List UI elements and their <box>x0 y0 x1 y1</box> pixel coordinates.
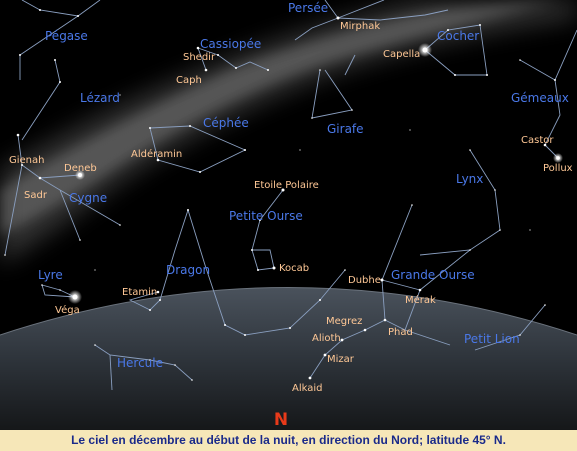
label-alioth: Alioth <box>312 333 341 344</box>
horizon-ground <box>0 287 577 430</box>
star-gienah <box>16 133 20 137</box>
label-mizar: Mizar <box>327 354 355 365</box>
label-pegase: Pégase <box>45 29 88 43</box>
label-dragon: Dragon <box>166 263 210 277</box>
star-deneb <box>78 173 82 177</box>
star-pollux <box>556 156 560 160</box>
star-alderamin <box>156 158 160 162</box>
star-etamin <box>156 290 160 294</box>
label-alderamin: Aldéramin <box>131 148 182 160</box>
background-stars <box>4 9 556 381</box>
label-petit-lion: Petit Lion <box>464 332 520 346</box>
caph-line <box>197 47 207 71</box>
label-gemeaux: Gémeaux <box>511 91 569 105</box>
north-marker: N <box>274 410 288 430</box>
label-vega: Véga <box>55 304 80 316</box>
milky-way <box>0 0 577 265</box>
label-lyre: Lyre <box>38 268 63 282</box>
horizon-line <box>0 287 577 336</box>
label-cygne: Cygne <box>69 191 107 205</box>
star-mizar <box>323 353 327 357</box>
star-castor <box>543 143 547 147</box>
star-alioth <box>340 338 344 342</box>
label-cassiopee: Cassiopée <box>200 37 261 51</box>
label-lynx: Lynx <box>456 172 483 186</box>
star-mirphak <box>336 16 340 20</box>
label-hercule: Hercule <box>117 356 163 370</box>
label-kocab: Kocab <box>279 263 309 274</box>
grande-ourse-lines-4 <box>404 329 451 346</box>
star-vega <box>72 294 78 300</box>
label-shedir: Shedir <box>183 52 216 63</box>
cygne-lines-3 <box>59 189 121 226</box>
pegase-lines <box>21 0 101 17</box>
label-grande-ourse: Grande Ourse <box>391 268 475 282</box>
cygne-lines-4 <box>4 164 23 256</box>
persee-lines-3 <box>337 9 449 21</box>
dragon-lines <box>128 209 189 311</box>
constellation-labels: Pégase Persée Cassiopée Cocher Lézard Cé… <box>38 1 569 370</box>
persee-lines-2 <box>294 17 339 41</box>
gemeaux-lines <box>544 29 577 159</box>
girafe-lines-2 <box>344 54 356 76</box>
label-alkaid: Alkaid <box>292 383 323 394</box>
label-lezard: Lézard <box>80 91 120 105</box>
label-deneb: Deneb <box>64 163 97 174</box>
label-dubhe: Dubhe <box>348 275 381 286</box>
label-girafe: Girafe <box>327 122 364 136</box>
grande-ourse-lines-3 <box>419 249 471 291</box>
label-capella: Capella <box>383 49 420 60</box>
girafe-lines <box>311 69 353 119</box>
caption: Le ciel en décembre au début de la nuit,… <box>0 430 577 451</box>
label-cephee: Céphée <box>203 116 249 130</box>
named-stars <box>16 16 563 380</box>
star-dubhe <box>380 278 384 282</box>
hercule-lines-2 <box>109 354 113 391</box>
label-sadr: Sadr <box>24 190 48 201</box>
star-shedir <box>196 46 200 50</box>
label-merak: Mérak <box>405 294 436 306</box>
star-labels: Mirphak Capella Shedir Caph Aldéramin Ca… <box>9 21 573 394</box>
star-kocab <box>272 266 276 270</box>
label-gienah: Gienah <box>9 155 44 166</box>
star-merak <box>418 288 422 292</box>
cephee-lines <box>149 125 247 173</box>
label-megrez: Megrez <box>326 316 362 327</box>
star-megrez <box>363 328 367 332</box>
label-etamin: Etamin <box>122 287 157 298</box>
label-caph: Caph <box>176 75 202 86</box>
label-persee: Persée <box>288 1 328 15</box>
label-petite-ourse: Petite Ourse <box>229 209 303 223</box>
star-phad <box>383 318 387 322</box>
star-caph <box>204 68 208 72</box>
label-phad: Phad <box>388 327 413 338</box>
star-sadr <box>38 176 42 180</box>
star-alkaid <box>308 376 312 380</box>
label-etoile-polaire: Etoile Polaire <box>254 180 319 191</box>
star-etoile-polaire <box>281 188 285 192</box>
label-mirphak: Mirphak <box>340 21 380 32</box>
gemeaux-lines-2 <box>519 59 556 81</box>
grande-ourse-lines-2 <box>381 204 413 281</box>
cygne-lines <box>17 134 81 179</box>
star-capella <box>422 47 428 53</box>
label-castor: Castor <box>521 135 554 146</box>
label-cocher: Cocher <box>437 29 479 43</box>
label-pollux: Pollux <box>543 163 573 174</box>
cocher-lines <box>424 24 488 76</box>
